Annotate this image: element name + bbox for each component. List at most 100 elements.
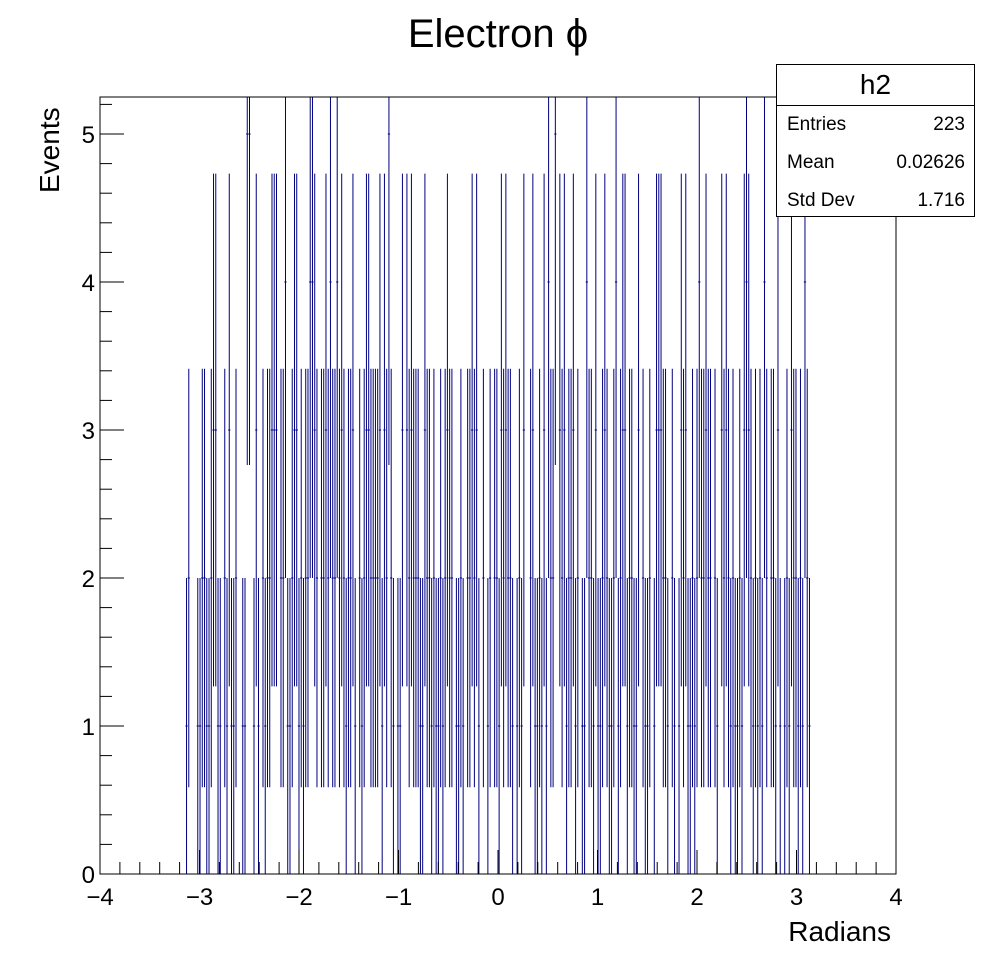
histogram-bin <box>635 578 638 874</box>
stats-row-mean: Mean 0.02626 <box>777 144 974 182</box>
histogram-bin <box>266 368 269 788</box>
histogram-bin <box>693 578 696 874</box>
stats-box: h2 Entries 223 Mean 0.02626 Std Dev 1.71… <box>776 64 975 217</box>
histogram-bin <box>234 368 238 788</box>
histogram-bin <box>617 578 620 874</box>
histogram-bin <box>246 97 249 465</box>
stats-row-stddev: Std Dev 1.716 <box>777 182 974 220</box>
histogram-bin <box>455 578 458 874</box>
histogram-bin <box>428 368 431 788</box>
histogram-bin <box>806 368 809 788</box>
histogram-bin <box>219 578 222 874</box>
histogram-bin <box>720 173 723 687</box>
histogram-bin <box>554 97 557 465</box>
histogram-bin <box>203 368 206 788</box>
histogram-bin <box>331 368 334 788</box>
histogram-bin <box>673 578 676 874</box>
histogram-bin <box>601 368 604 788</box>
histogram-bin <box>765 368 768 788</box>
histogram-bin <box>205 578 208 874</box>
histogram-bin <box>599 578 602 874</box>
histogram-bin <box>432 368 436 788</box>
histogram-bin <box>808 578 811 874</box>
chart-title: Electron ϕ <box>408 12 588 56</box>
histogram-bin <box>369 368 373 788</box>
histogram-bin <box>354 578 357 874</box>
x-tick-label: 0 <box>491 884 504 911</box>
histogram-bin <box>408 368 411 788</box>
histogram-bin <box>309 97 312 578</box>
histogram-bin <box>783 578 786 874</box>
histogram-bin <box>367 173 370 687</box>
histogram-bin <box>653 578 656 874</box>
histogram-bin <box>383 173 386 687</box>
histogram-bin <box>738 368 741 788</box>
histogram-bin <box>538 368 541 788</box>
histogram-bin <box>632 578 636 874</box>
histogram-bin <box>207 578 211 874</box>
histogram-bin <box>680 173 683 687</box>
histogram-bin <box>401 173 404 687</box>
histogram-bin <box>385 368 388 788</box>
histogram-bin <box>441 578 445 874</box>
histogram-bin <box>489 368 492 788</box>
histogram-bin <box>536 578 539 874</box>
histogram-bin <box>187 368 190 788</box>
histogram-bin <box>666 578 669 874</box>
y-tick-label: 0 <box>82 862 95 889</box>
stats-label: Entries <box>787 114 847 135</box>
histogram-bin <box>417 368 420 788</box>
x-tick-label: −3 <box>186 884 213 911</box>
histogram-bin <box>509 368 512 788</box>
stats-title: h2 <box>777 65 974 106</box>
histogram-bin <box>419 578 422 874</box>
histogram-bin <box>302 578 305 874</box>
histogram-bin <box>412 368 415 788</box>
histogram-bin <box>758 368 762 788</box>
histogram-bin <box>423 173 427 687</box>
stats-label: Std Dev <box>787 190 855 211</box>
histogram-bin <box>471 173 474 687</box>
histogram-bin <box>626 578 629 874</box>
histogram-bin <box>587 368 591 788</box>
x-axis-label: Radians <box>788 916 891 947</box>
y-tick-label: 2 <box>82 566 95 593</box>
histogram-bin <box>473 368 476 788</box>
histogram-bin <box>749 368 753 788</box>
histogram-bin <box>291 368 294 788</box>
x-tick-label: 1 <box>591 884 604 911</box>
histogram-bin <box>725 173 728 687</box>
histogram-bin <box>372 368 375 788</box>
histogram-bin <box>797 578 800 874</box>
histogram-bin <box>563 173 566 687</box>
histogram-bin <box>293 173 296 687</box>
histogram-bin <box>792 368 795 788</box>
histogram-bin <box>255 173 258 687</box>
histogram-bin <box>794 368 798 788</box>
histogram-bin <box>558 173 561 687</box>
histogram-bin <box>338 368 341 788</box>
histogram-bin <box>691 368 694 788</box>
histogram-bin <box>439 368 442 788</box>
histogram-bin <box>313 173 316 687</box>
histogram-bin <box>270 173 274 687</box>
histogram-bin <box>482 368 485 788</box>
histogram-bin <box>349 368 352 788</box>
histogram-bin <box>241 578 244 874</box>
histogram-bin <box>315 368 319 788</box>
histogram-bin <box>533 578 537 874</box>
histogram-bin <box>322 368 325 788</box>
histogram-bin <box>252 578 256 874</box>
histogram-bin <box>655 173 658 687</box>
histogram-bin <box>320 368 323 788</box>
histogram-bin <box>421 578 424 874</box>
histogram-bin <box>493 368 496 788</box>
histogram-bin <box>736 578 739 874</box>
histogram-bin <box>329 97 332 578</box>
histogram-bin <box>583 578 586 874</box>
histogram-bin <box>763 97 766 578</box>
histogram-bin <box>522 173 525 687</box>
histogram-bin <box>196 578 199 874</box>
histogram-bin <box>682 368 685 788</box>
histogram-bin <box>646 578 649 874</box>
